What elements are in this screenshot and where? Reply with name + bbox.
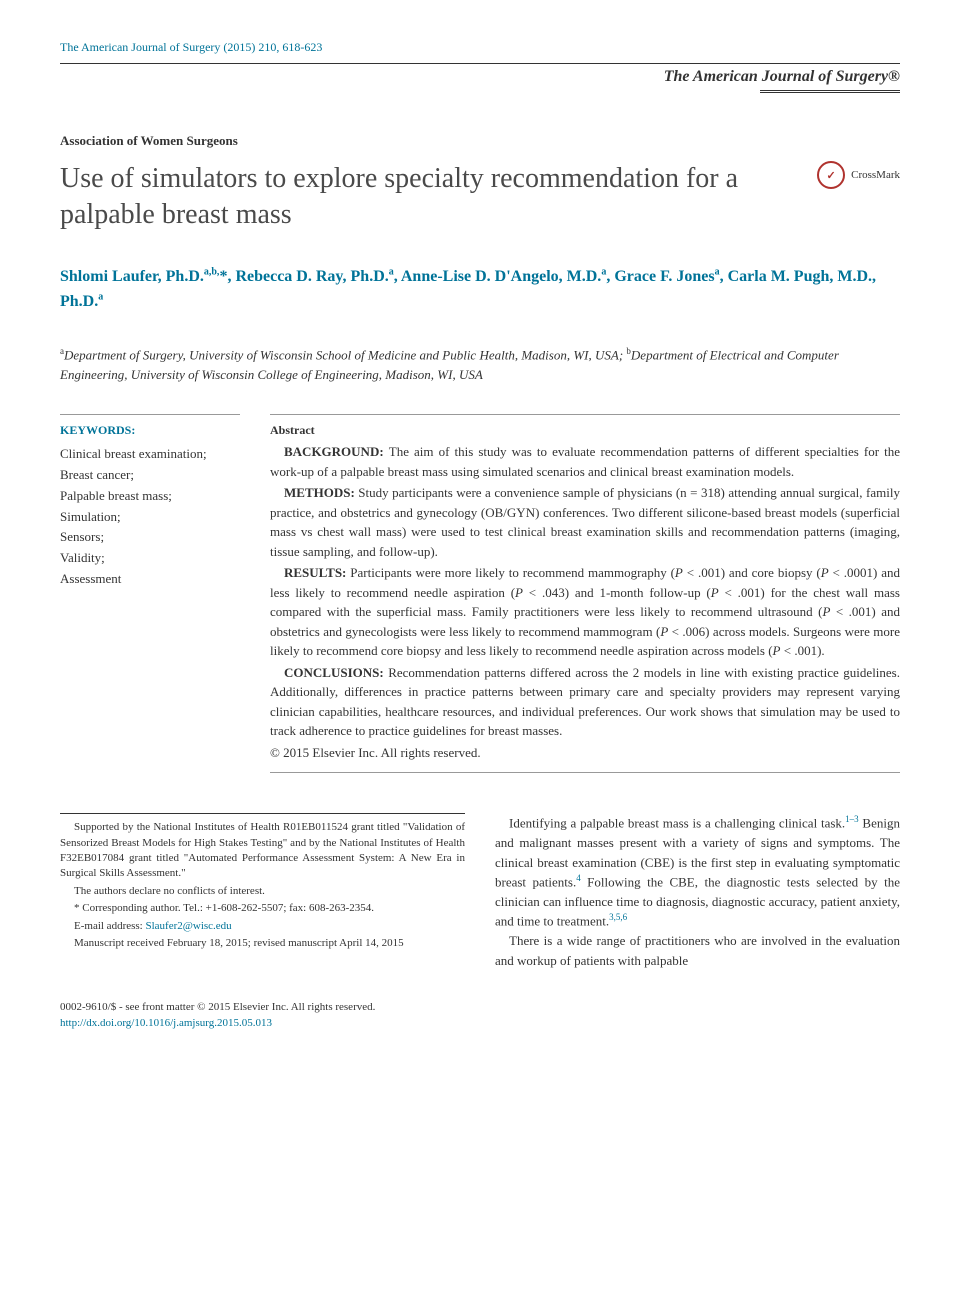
header-rule xyxy=(60,63,900,64)
keywords-heading: KEYWORDS: xyxy=(60,423,240,438)
keyword-item: Assessment xyxy=(60,569,240,590)
keywords-list: Clinical breast examination;Breast cance… xyxy=(60,444,240,590)
keyword-item: Simulation; xyxy=(60,507,240,528)
email-link[interactable]: Slaufer2@wisc.edu xyxy=(145,920,231,932)
journal-citation: The American Journal of Surgery (2015) 2… xyxy=(60,40,900,55)
journal-name: The American Journal of Surgery® xyxy=(664,68,900,86)
body-para-1: Identifying a palpable breast mass is a … xyxy=(495,813,900,931)
footer-issn: 0002-9610/$ - see front matter © 2015 El… xyxy=(60,1000,900,1015)
authors: Shlomi Laufer, Ph.D.a,b,*, Rebecca D. Ra… xyxy=(60,264,900,315)
abstract-text: Participants were more likely to recomme… xyxy=(270,565,900,658)
abstract-label: RESULTS: xyxy=(284,565,350,580)
abstract-section: CONCLUSIONS: Recommendation patterns dif… xyxy=(270,663,900,741)
footnote-received: Manuscript received February 18, 2015; r… xyxy=(60,936,465,951)
footnote-email: E-mail address: Slaufer2@wisc.edu xyxy=(60,919,465,934)
abstract-heading: Abstract xyxy=(270,423,900,438)
affiliations: aDepartment of Surgery, University of Wi… xyxy=(60,345,900,384)
footnote-funding: Supported by the National Institutes of … xyxy=(60,820,465,882)
page-footer: 0002-9610/$ - see front matter © 2015 El… xyxy=(60,1000,900,1031)
footnote-conflicts: The authors declare no conflicts of inte… xyxy=(60,884,465,899)
footnote-corresponding: * Corresponding author. Tel.: +1-608-262… xyxy=(60,901,465,916)
abstract-section: METHODS: Study participants were a conve… xyxy=(270,483,900,561)
journal-name-box: The American Journal of Surgery® xyxy=(60,68,900,93)
section-label: Association of Women Surgeons xyxy=(60,133,900,149)
crossmark-icon: ✓ xyxy=(817,161,845,189)
abstract-label: CONCLUSIONS: xyxy=(284,665,388,680)
abstract-text: Study participants were a convenience sa… xyxy=(270,485,900,559)
keyword-item: Breast cancer; xyxy=(60,465,240,486)
keyword-item: Clinical breast examination; xyxy=(60,444,240,465)
keyword-item: Sensors; xyxy=(60,527,240,548)
crossmark-badge[interactable]: ✓ CrossMark xyxy=(817,161,900,189)
keyword-item: Palpable breast mass; xyxy=(60,486,240,507)
keyword-item: Validity; xyxy=(60,548,240,569)
article-title: Use of simulators to explore specialty r… xyxy=(60,161,817,234)
footnotes: Supported by the National Institutes of … xyxy=(60,813,465,951)
crossmark-label: CrossMark xyxy=(851,169,900,181)
abstract-column: Abstract BACKGROUND: The aim of this stu… xyxy=(270,414,900,773)
abstract-section: RESULTS: Participants were more likely t… xyxy=(270,563,900,661)
abstract-copyright: © 2015 Elsevier Inc. All rights reserved… xyxy=(270,743,900,763)
keywords-column: KEYWORDS: Clinical breast examination;Br… xyxy=(60,414,240,773)
abstract-section: BACKGROUND: The aim of this study was to… xyxy=(270,442,900,481)
right-column: Identifying a palpable breast mass is a … xyxy=(495,813,900,970)
footer-doi[interactable]: http://dx.doi.org/10.1016/j.amjsurg.2015… xyxy=(60,1016,900,1031)
journal-name-underline xyxy=(760,90,900,93)
body-para-2: There is a wide range of practitioners w… xyxy=(495,931,900,970)
abstract-label: BACKGROUND: xyxy=(284,444,389,459)
abstract-label: METHODS: xyxy=(284,485,358,500)
left-column: Supported by the National Institutes of … xyxy=(60,813,465,970)
